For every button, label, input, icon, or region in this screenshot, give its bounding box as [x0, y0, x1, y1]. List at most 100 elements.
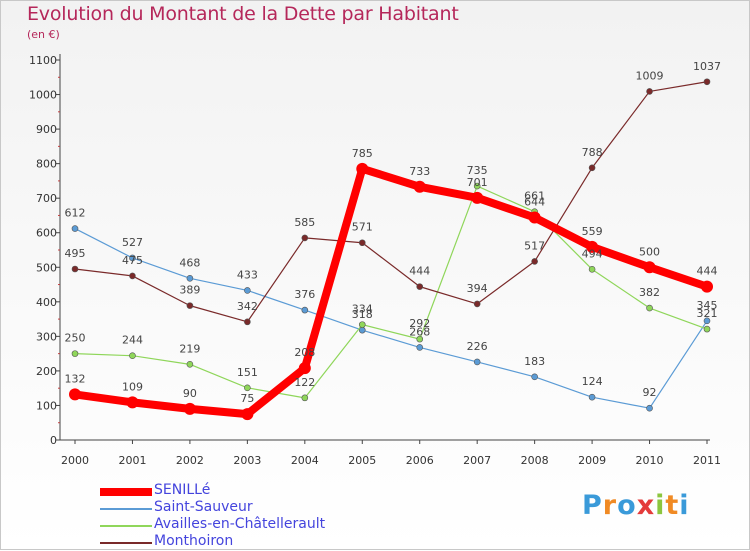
data-point [129, 272, 136, 280]
data-label: 183 [524, 355, 545, 368]
data-point [298, 362, 311, 375]
data-label: 527 [122, 236, 143, 249]
data-point [301, 234, 309, 242]
legend-label: Availles-en-Châtellerault [154, 516, 326, 532]
data-label: 1037 [693, 60, 721, 73]
y-tick-label: 0 [50, 434, 57, 447]
logo-letter: o [617, 490, 637, 521]
data-point [129, 254, 136, 262]
data-label: 334 [352, 303, 373, 316]
data-label: 226 [467, 340, 488, 353]
x-tick-label: 2001 [118, 454, 146, 467]
data-point [703, 325, 711, 333]
data-label: 733 [409, 165, 430, 178]
chart-unit: (en €) [27, 28, 60, 41]
y-tick-label: 900 [36, 123, 57, 136]
data-label: 382 [639, 286, 660, 299]
x-tick-label: 2008 [521, 454, 549, 467]
data-point [586, 240, 599, 253]
data-point [244, 287, 251, 294]
logo-letter: i [655, 490, 666, 521]
data-point [528, 211, 541, 224]
data-label: 433 [237, 268, 258, 281]
data-label: 268 [409, 325, 430, 338]
legend-label: SENILLé [154, 482, 211, 498]
data-point [71, 225, 79, 232]
data-point [186, 275, 194, 282]
data-label: 92 [643, 386, 657, 399]
data-point [413, 180, 426, 193]
logo-letter: x [636, 490, 656, 521]
series-line [74, 227, 708, 409]
x-tick-label: 2004 [291, 454, 319, 467]
data-point [473, 300, 481, 308]
data-label: 208 [294, 346, 315, 359]
data-label: 124 [582, 375, 603, 388]
x-tick-label: 2003 [233, 454, 261, 467]
data-label: 394 [467, 282, 488, 295]
series-line [74, 185, 708, 399]
data-point [71, 350, 79, 357]
data-label: 292 [409, 317, 430, 330]
y-tick-label: 600 [36, 227, 57, 240]
chart-title: Evolution du Montant de la Dette par Hab… [27, 3, 459, 25]
data-label: 788 [582, 146, 603, 159]
data-point [701, 280, 713, 293]
data-point [471, 191, 484, 204]
data-label: 376 [294, 288, 315, 301]
data-label: 468 [179, 256, 200, 269]
data-label: 644 [524, 196, 545, 209]
y-tick-label: 200 [36, 365, 57, 378]
x-tick-label: 2009 [578, 454, 606, 467]
x-tick-label: 2010 [636, 454, 664, 467]
y-tick-label: 500 [36, 261, 57, 274]
data-label: 250 [65, 332, 86, 345]
data-point [646, 304, 653, 312]
data-label: 701 [467, 176, 488, 189]
data-label: 785 [352, 147, 373, 160]
data-label: 1009 [636, 69, 664, 82]
data-point [703, 317, 711, 325]
data-point [129, 352, 136, 360]
data-point [244, 384, 251, 392]
data-point [186, 361, 194, 368]
y-tick-label: 700 [36, 192, 57, 205]
legend-swatch [100, 508, 152, 510]
proxiti-logo: Proxiti [582, 490, 690, 521]
x-tick-label: 2011 [693, 454, 721, 467]
data-label: 444 [409, 265, 430, 278]
data-point [241, 408, 254, 421]
data-point [703, 78, 711, 86]
y-tick-label: 1000 [29, 89, 57, 102]
data-point [646, 404, 653, 412]
data-label: 342 [237, 300, 258, 313]
data-point [643, 261, 656, 274]
series-line [74, 81, 708, 323]
data-point [244, 318, 251, 326]
legend-label: Monthoiron [154, 533, 234, 549]
data-point [301, 306, 309, 314]
data-point [588, 164, 596, 172]
y-tick-label: 400 [36, 296, 57, 309]
data-label: 661 [524, 190, 545, 203]
data-label: 345 [697, 299, 718, 312]
data-label: 389 [179, 284, 200, 297]
data-point [186, 302, 194, 309]
data-point [126, 396, 139, 409]
data-point [71, 265, 79, 273]
data-label: 109 [122, 380, 143, 393]
logo-letter: r [602, 490, 618, 521]
data-label: 318 [352, 308, 373, 321]
data-label: 475 [122, 254, 143, 267]
data-label: 494 [582, 247, 603, 260]
data-label: 244 [122, 334, 143, 347]
data-point [473, 358, 481, 366]
data-label: 517 [524, 239, 545, 252]
data-point [416, 335, 424, 343]
data-point [358, 239, 366, 247]
legend-swatch [100, 525, 152, 527]
legend-swatch [100, 542, 152, 544]
data-point [183, 402, 196, 415]
data-point [301, 394, 309, 402]
